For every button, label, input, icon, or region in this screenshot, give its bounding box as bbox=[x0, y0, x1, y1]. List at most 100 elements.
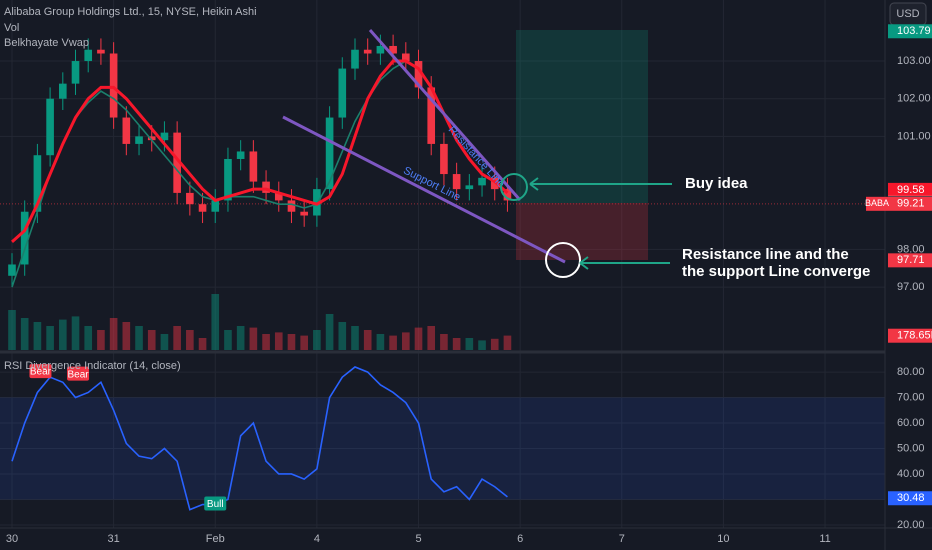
x-tick-label: 7 bbox=[619, 533, 625, 545]
volume-bar bbox=[490, 338, 499, 350]
x-tick-label: 30 bbox=[6, 533, 18, 545]
price-label: 99.58 bbox=[897, 184, 925, 196]
signal-tag bbox=[204, 496, 227, 511]
volume-bar bbox=[351, 326, 359, 350]
candle-body bbox=[109, 53, 118, 118]
signal-label: Bear bbox=[67, 369, 89, 380]
candle-body bbox=[262, 181, 270, 193]
candle-body bbox=[389, 45, 397, 54]
buy-arrow bbox=[529, 177, 672, 191]
price-label: 99.21 bbox=[897, 198, 925, 210]
signal-label: Bear bbox=[30, 367, 52, 378]
volume-bar bbox=[71, 316, 80, 350]
y-tick-label: 97.00 bbox=[897, 281, 925, 293]
converge-circle bbox=[545, 242, 581, 278]
y-tick-label: 102.00 bbox=[897, 93, 931, 105]
price-tag bbox=[888, 182, 932, 197]
price-label: 30.48 bbox=[897, 492, 925, 504]
candle-body bbox=[20, 211, 29, 265]
candle-body bbox=[249, 151, 258, 182]
series-line bbox=[10, 59, 509, 243]
candle-body bbox=[503, 189, 512, 201]
candle-body bbox=[71, 61, 80, 84]
volume-bar bbox=[389, 335, 397, 350]
y-tick-label: 20.00 bbox=[897, 519, 925, 531]
signal-tag bbox=[67, 366, 90, 381]
candle-body bbox=[58, 83, 67, 99]
buy-circle bbox=[500, 173, 528, 201]
candle-body bbox=[135, 136, 143, 144]
converge-arrow bbox=[579, 256, 670, 270]
price-tag bbox=[888, 196, 932, 211]
volume-bar bbox=[236, 326, 245, 350]
volume-bar bbox=[211, 294, 220, 350]
candle-body bbox=[287, 200, 296, 212]
signal-label: Bull bbox=[207, 499, 224, 510]
x-tick-label: 11 bbox=[819, 533, 830, 545]
volume-bar bbox=[186, 330, 194, 350]
volume-bar bbox=[376, 334, 385, 350]
x-tick-label: Feb bbox=[206, 533, 225, 545]
symbol-label: BABA bbox=[865, 198, 889, 208]
y-tick-label: 60.00 bbox=[897, 417, 925, 429]
candle-body bbox=[147, 136, 156, 141]
currency[interactable]: USD bbox=[896, 8, 919, 20]
price-tag bbox=[888, 253, 932, 268]
candle-body bbox=[84, 49, 93, 62]
converge-note: the support Line converge bbox=[682, 263, 870, 280]
volume-bar bbox=[478, 340, 486, 350]
volume-bar bbox=[402, 332, 410, 350]
candle-body bbox=[414, 61, 423, 88]
rsi-band bbox=[0, 397, 885, 500]
indicator: Vol bbox=[4, 22, 19, 34]
candle-body bbox=[122, 117, 131, 144]
x-tick-label: 4 bbox=[314, 533, 320, 545]
volume-bar bbox=[58, 319, 67, 350]
candle-body bbox=[427, 87, 436, 144]
resistance-line bbox=[368, 29, 522, 201]
candle-body bbox=[224, 158, 232, 201]
price-tag bbox=[888, 24, 932, 39]
price-tag bbox=[888, 328, 932, 343]
volume-bar bbox=[8, 310, 16, 350]
volume-bar bbox=[452, 338, 461, 350]
x-tick-label: 5 bbox=[415, 533, 421, 545]
candle-body bbox=[236, 151, 245, 159]
candle-body bbox=[33, 155, 42, 212]
candle-body bbox=[351, 49, 359, 69]
candle-body bbox=[186, 192, 194, 205]
volume-bar bbox=[287, 334, 296, 350]
x-tick-label: 6 bbox=[517, 533, 523, 545]
volume-bar bbox=[427, 326, 436, 350]
volume-bar bbox=[338, 322, 347, 350]
symbol-tag bbox=[866, 196, 888, 211]
volume-bar bbox=[160, 334, 169, 350]
price-label: 178.65K bbox=[897, 330, 932, 342]
candle-body bbox=[363, 49, 372, 54]
volume-bar bbox=[173, 326, 181, 350]
volume-bar bbox=[274, 332, 283, 350]
volume-bar bbox=[84, 326, 93, 350]
volume-bar bbox=[440, 334, 448, 350]
y-tick-label: 101.00 bbox=[897, 130, 931, 142]
candle-body bbox=[376, 45, 385, 54]
candle-body bbox=[300, 211, 308, 216]
volume-bar bbox=[300, 335, 308, 350]
stop-zone bbox=[516, 203, 648, 260]
signal-tag bbox=[29, 364, 52, 379]
candle-body bbox=[313, 189, 321, 216]
target-zone bbox=[516, 30, 648, 203]
volume-bar bbox=[33, 322, 42, 350]
price-label: 103.79 bbox=[897, 25, 931, 37]
x-tick-label: 10 bbox=[717, 533, 729, 545]
candle-body bbox=[198, 204, 207, 212]
y-tick-label: 80.00 bbox=[897, 366, 925, 378]
y-tick-label: 98.00 bbox=[897, 243, 925, 255]
buy-idea: Buy idea bbox=[685, 175, 748, 192]
rsi-title: RSI Divergence Indicator (14, close) bbox=[4, 360, 181, 372]
x-tick-label: 31 bbox=[107, 533, 119, 545]
volume-bar bbox=[122, 322, 131, 350]
volume-bar bbox=[198, 338, 207, 350]
